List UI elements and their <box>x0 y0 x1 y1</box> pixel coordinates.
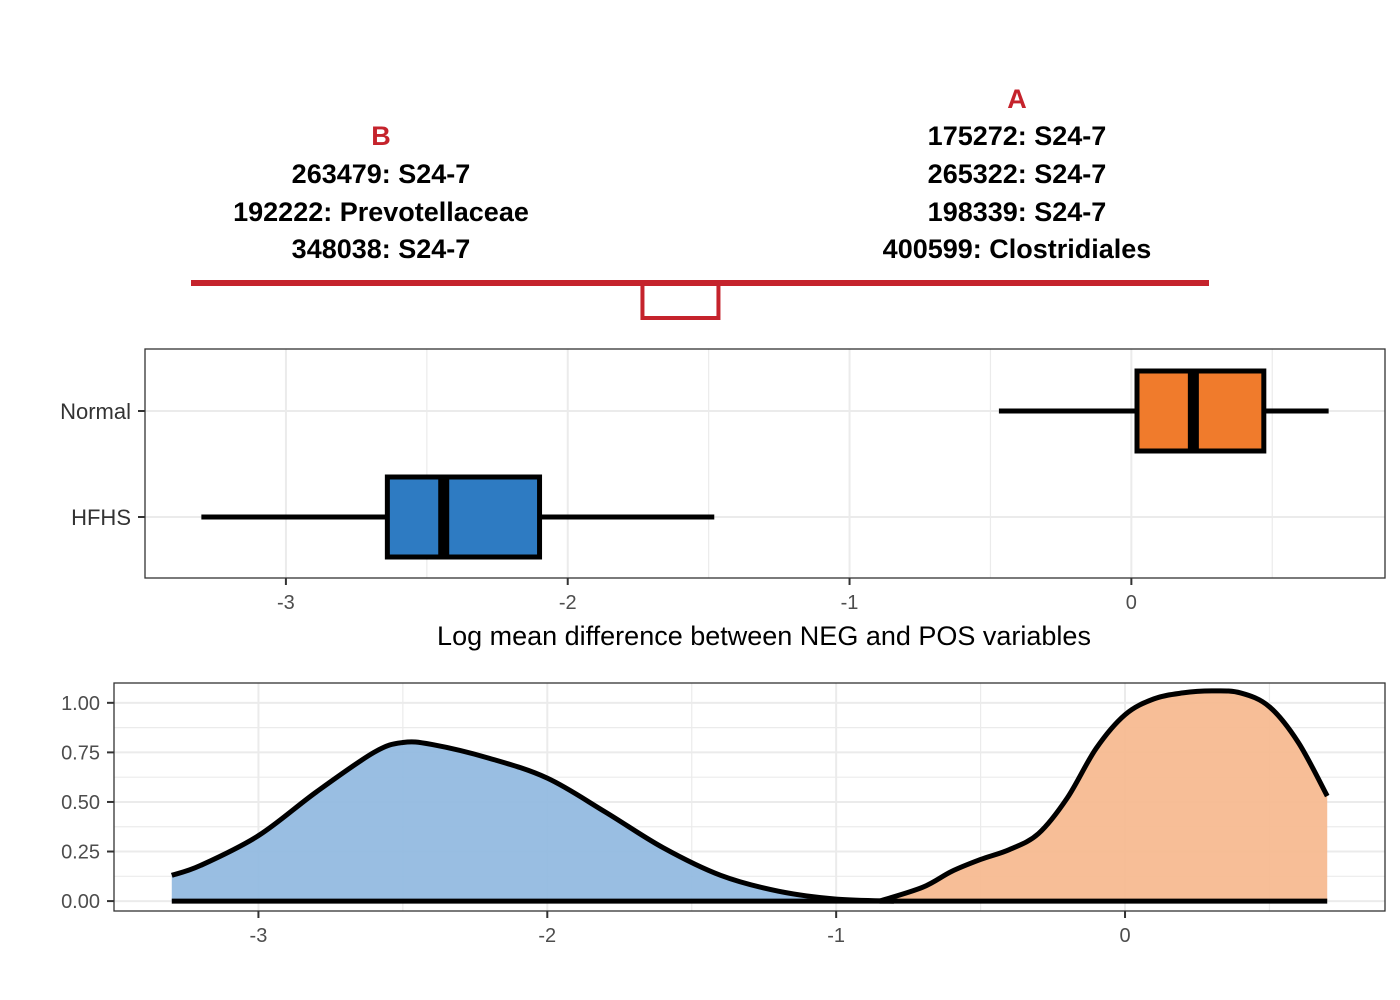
density-area-0 <box>171 741 894 902</box>
y-tick-label: 0.75 <box>61 742 100 764</box>
balance-fulcrum <box>640 284 721 320</box>
box-hfhs <box>384 474 543 560</box>
x-tick-label: -1 <box>827 925 845 947</box>
balance-left-taxon: 192222: Prevotellaceae <box>233 197 529 227</box>
boxplot-x-axis-title: Log mean difference between NEG and POS … <box>437 621 1091 651</box>
boxplot-panel: Normal HFHS -3 -2 -1 0 Log mean difference b… <box>60 348 1386 651</box>
x-tick-label: -3 <box>250 925 268 947</box>
density-curve-1 <box>878 688 1330 904</box>
boxplot-border <box>144 348 1386 579</box>
y-tick-label: 0.50 <box>61 792 100 814</box>
balance-left-taxon: 348038: S24-7 <box>292 234 471 264</box>
y-tick-label: 0.00 <box>61 891 100 913</box>
balance-right-taxon: 198339: S24-7 <box>928 197 1107 227</box>
x-tick-label: -1 <box>841 592 859 614</box>
x-tick-label: -2 <box>538 925 556 947</box>
x-tick-label: 0 <box>1119 925 1130 947</box>
balance-left-taxon: 263479: S24-7 <box>292 159 471 189</box>
density-x-axis: -3 -2 -1 0 <box>250 911 1131 947</box>
balance-right-taxon: 175272: S24-7 <box>928 121 1107 151</box>
x-tick-label: -2 <box>559 592 577 614</box>
density-y-axis: 0.00 0.25 0.50 0.75 1.00 <box>61 693 114 913</box>
density-marks <box>170 688 1330 904</box>
x-tick-label: 0 <box>1126 592 1137 614</box>
density-border <box>113 682 1386 912</box>
y-tick-label: HFHS <box>71 505 131 530</box>
boxplot-marks <box>201 368 1329 560</box>
x-tick-label: -3 <box>277 592 295 614</box>
y-tick-label: 0.25 <box>61 842 100 864</box>
box-normal <box>1134 368 1267 454</box>
density-panel: 0.00 0.25 0.50 0.75 1.00 -3 -2 -1 0 <box>61 682 1386 947</box>
balance-diagram: B 263479: S24-7 192222: Prevotellaceae 3… <box>191 84 1209 320</box>
density-curve-0 <box>170 739 895 904</box>
boxplot-y-axis: Normal HFHS <box>60 399 145 530</box>
balance-right-header: A <box>1007 84 1027 114</box>
y-tick-label: 1.00 <box>61 693 100 715</box>
density-area-1 <box>879 690 1328 902</box>
balance-right-taxon: 400599: Clostridiales <box>883 234 1152 264</box>
boxplot-x-axis: -3 -2 -1 0 <box>277 578 1137 614</box>
balance-right-taxon: 265322: S24-7 <box>928 159 1107 189</box>
y-tick-label: Normal <box>60 399 131 424</box>
balance-left-header: B <box>371 121 391 151</box>
